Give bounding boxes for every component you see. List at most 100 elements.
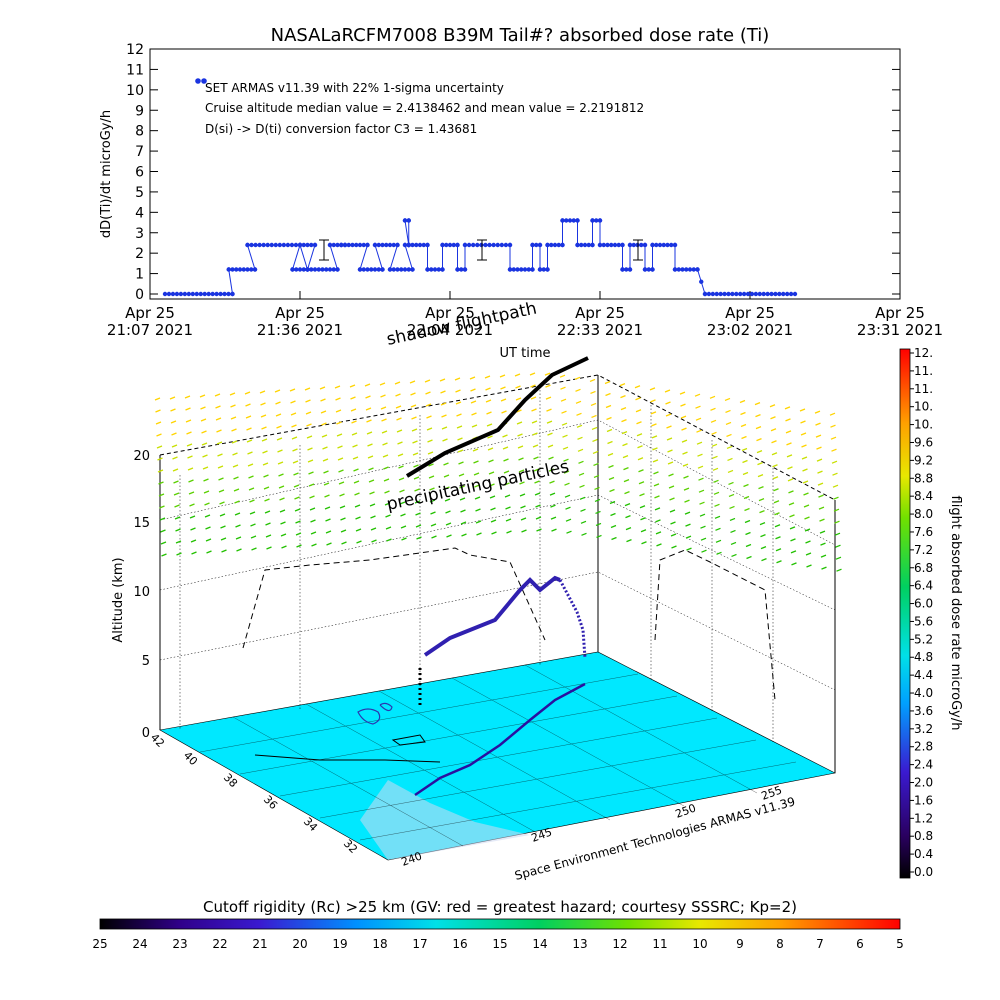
particle-mark [620,407,627,411]
particle-mark [292,448,298,452]
particle-mark [262,462,269,466]
particle-mark [233,476,239,480]
particle-mark [250,523,256,527]
particle-mark [743,483,749,488]
particle-mark [564,494,571,498]
dose-point [646,267,651,272]
flight-path-3d [423,575,561,657]
particle-mark [368,467,374,471]
particle-mark [744,507,750,512]
particle-mark [829,412,836,416]
dose-point [571,218,576,223]
particle-mark [322,446,328,450]
dose-point [285,242,291,248]
particle-mark [280,521,286,525]
particle-mark [711,431,717,435]
y-tick-label: 7 [135,144,144,160]
dose-point [612,242,618,248]
particle-mark [289,388,296,392]
particle-mark [728,481,734,486]
particle-mark [231,440,238,444]
particle-mark [709,395,716,399]
dose-point [194,291,199,297]
dose-point [297,267,303,272]
dose-point [726,291,731,297]
particle-mark [565,518,572,522]
particle-mark [788,502,795,506]
particle-mark [414,500,421,504]
particle-mark [368,479,375,483]
particle-mark [190,539,197,543]
particle-mark [487,447,494,451]
y-axis-label: dD(Ti)/dt microGy/h [99,110,114,238]
particle-mark [592,450,599,455]
dose-point [182,291,188,297]
dose-connector [292,244,301,270]
dose-point [560,242,565,248]
particle-mark [489,483,495,487]
particle-mark [820,554,827,558]
dose-point [661,242,666,248]
particle-mark [655,519,661,523]
particle-mark [170,420,177,424]
particle-mark [415,512,421,516]
error-bars [319,239,643,261]
particle-mark [200,418,207,422]
lat-tick-label: 42 [148,731,167,750]
particle-mark [488,459,494,463]
particle-mark [514,373,521,377]
colorbar-tick-label: 3.2 [914,722,933,736]
particle-mark [712,455,718,459]
colorbar-ticks: 12. 11. 11. 10. 10. 9.6 9.2 8.8 8.4 8.0 7.6 7.2 6.8 6… [910,346,933,879]
particle-mark [364,383,371,387]
colorbar-tick-label: 3.6 [914,704,933,718]
particle-mark [699,501,705,505]
particle-mark [216,441,223,445]
particle-mark [589,378,596,383]
dose-point [198,291,203,297]
particle-mark [670,521,676,525]
particle-mark [265,534,272,538]
y-tick-label: 12 [126,42,144,58]
dose-point [261,242,266,248]
dose-point [620,242,625,248]
particle-mark [349,384,356,388]
particle-mark [561,410,567,414]
particle-mark [350,408,357,412]
particle-mark [741,447,748,452]
particle-mark [799,408,806,412]
particle-mark [714,503,720,507]
ground-track [414,682,586,797]
particle-mark [290,412,297,416]
particle-mark [203,478,209,482]
dose-point [210,291,215,297]
dose-point [556,242,561,248]
particle-mark [834,532,841,536]
particle-mark [398,477,405,481]
particle-mark [334,385,341,389]
particle-mark [773,488,779,492]
particle-mark [694,393,701,397]
y-tick-label: 6 [135,165,144,181]
particle-mark [743,495,750,500]
particle-mark [413,464,419,468]
rigidity-tick-label: 23 [172,937,187,951]
particle-mark [233,488,240,492]
particle-mark [279,509,286,513]
particle-mark [476,532,482,536]
colorbar-tick-label: 10. [914,400,933,414]
particle-mark [641,541,647,545]
dose-point [586,242,591,248]
particle-mark [249,511,256,515]
particle-mark [156,433,162,437]
particle-mark [761,558,767,562]
dose-point [277,242,283,248]
particle-mark [730,541,737,546]
particle-mark [311,543,317,547]
particle-mark [759,510,765,514]
dose-point [616,242,621,248]
particle-mark [340,517,346,521]
particle-mark [337,445,343,449]
dose-point [447,242,453,248]
particle-mark [499,374,506,378]
